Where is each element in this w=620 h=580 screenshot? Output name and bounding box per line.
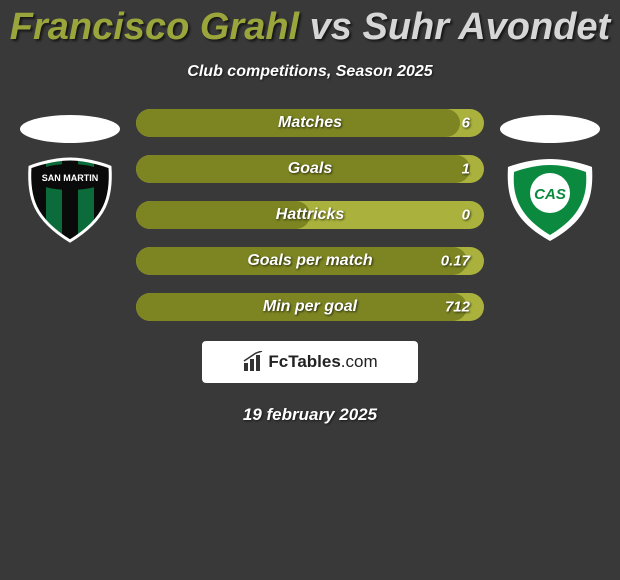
branding-text: FcTables.com [268, 352, 377, 372]
badge-right-text: CAS [534, 186, 566, 203]
title-player2: Suhr Avondet [363, 6, 611, 48]
stat-bar: Min per goal 712 [136, 293, 484, 321]
right-side: CAS [490, 109, 610, 243]
chart-icon [242, 351, 264, 373]
player-photo-placeholder-right [500, 115, 600, 143]
title-vs: vs [299, 6, 362, 48]
stat-bar-label: Matches [278, 114, 342, 132]
club-badge-left: SAN MARTIN [20, 157, 120, 243]
stat-bar-label: Goals [288, 160, 332, 178]
stat-bar-label: Hattricks [276, 206, 344, 224]
stat-bar-value: 0 [462, 207, 470, 224]
stat-bar-value: 1 [462, 161, 470, 178]
branding-thin: .com [341, 352, 378, 371]
subtitle: Club competitions, Season 2025 [0, 63, 620, 81]
stat-bar: Goals 1 [136, 155, 484, 183]
stat-bar: Hattricks 0 [136, 201, 484, 229]
left-side: SAN MARTIN [10, 109, 130, 243]
stat-bar-value: 712 [445, 299, 470, 316]
title-player1: Francisco Grahl [10, 6, 299, 48]
stat-bar: Matches 6 [136, 109, 484, 137]
branding-box: FcTables.com [202, 341, 418, 383]
badge-left-text: SAN MARTIN [42, 173, 99, 183]
player-photo-placeholder-left [20, 115, 120, 143]
stat-bar-value: 0.17 [441, 253, 470, 270]
stat-bar-label: Min per goal [263, 298, 357, 316]
stat-bar-value: 6 [462, 115, 470, 132]
main-row: SAN MARTIN Matches 6 Goals 1 Hattricks 0 Goals… [0, 109, 620, 321]
club-badge-right: CAS [500, 157, 600, 243]
stat-bars: Matches 6 Goals 1 Hattricks 0 Goals per match 0… [130, 109, 490, 321]
branding-bold: FcTables [268, 352, 340, 371]
page-title: Francisco Grahl vs Suhr Avondet [0, 0, 620, 49]
stat-bar: Goals per match 0.17 [136, 247, 484, 275]
stat-bar-label: Goals per match [247, 252, 372, 270]
date-text: 19 february 2025 [0, 405, 620, 425]
